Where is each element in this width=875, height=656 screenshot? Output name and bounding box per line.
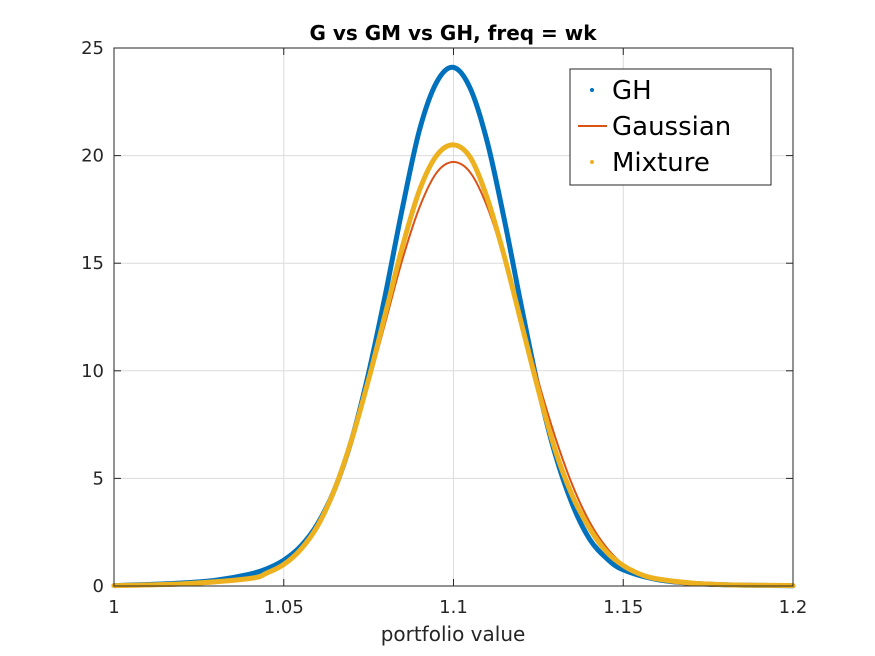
data-point-gaussian [554,436,556,439]
data-point-mixture [181,583,183,585]
data-point-mixture [368,378,370,381]
x-tick-label: 1.2 [779,597,808,618]
data-point-gh [401,206,404,208]
data-point-gh [418,129,421,131]
data-point-gaussian [469,172,472,174]
data-point-gh [622,569,624,571]
y-tick-label: 10 [81,361,104,382]
y-tick-label: 20 [81,146,104,167]
x-tick-label: 1.05 [264,597,304,618]
data-point-mixture [537,389,539,391]
series-line-gh [111,64,796,589]
data-point-mixture [283,563,285,566]
data-point-gaussian [435,172,438,174]
data-point-mixture [639,573,641,575]
y-tick-label: 5 [93,468,104,489]
data-point-mixture [401,245,404,247]
data-point-mixture [588,527,590,529]
data-point-gh [588,538,590,540]
x-tick-label: 1 [108,597,119,618]
data-point-mixture [266,572,268,574]
data-point-mixture [351,439,353,441]
series-line-mixture [111,142,796,589]
legend-label-gh: GH [612,76,652,106]
data-point-gaussian [452,161,455,163]
data-point-mixture [520,322,523,325]
y-tick-label: 25 [81,38,104,59]
data-point-gh [385,292,387,294]
data-point-gh [435,81,438,84]
data-point-mixture [690,582,692,584]
data-point-gaussian [418,206,421,208]
data-point-mixture [435,155,438,157]
data-point-mixture [385,312,387,314]
legend-label-gaussian: Gaussian [612,112,731,142]
data-point-mixture [724,584,726,586]
chart-title: G vs GM vs GH, freq = wk [309,21,597,45]
legend-label-mixture: Mixture [612,148,710,178]
data-point-mixture [503,256,506,258]
legend-marker-gh [590,88,594,92]
x-tick-label: 1.1 [439,597,468,618]
tick-labels: 1 1.05 1.1 1.15 1.2 0 5 10 15 20 25 [81,38,807,618]
legend: GH Gaussian Mixture [569,68,772,186]
x-tick-label: 1.15 [603,597,643,618]
y-tick-label: 0 [93,576,104,597]
data-point-mixture [300,548,302,551]
data-point-mixture [605,550,607,553]
data-point-mixture [317,525,319,527]
legend-marker-mixture [590,160,594,164]
data-point-mixture [571,495,573,497]
data-point-gh [486,142,489,144]
data-point-gaussian [401,258,404,260]
data-point-mixture [249,577,251,580]
series-layer [111,64,796,589]
data-point-gh [452,66,455,68]
data-point-mixture [486,198,489,200]
data-point-gh [520,305,523,307]
data-point-gh [266,568,268,570]
data-point-mixture [418,189,421,191]
data-point-gh [571,503,573,505]
data-point-mixture [554,449,556,452]
legend-items: GH Gaussian Mixture [578,76,731,178]
data-point-gh [283,559,285,561]
data-point-gh [503,219,506,221]
data-point-mixture [469,157,472,159]
data-point-gh [605,557,607,559]
y-tick-label: 15 [81,253,104,274]
data-point-mixture [334,488,336,490]
data-point-gh [249,573,251,575]
data-point-gaussian [571,484,573,486]
data-point-mixture [656,578,658,580]
data-point-gh [469,88,472,90]
data-point-mixture [452,144,455,146]
x-axis-label: portfolio value [381,622,526,646]
data-point-gaussian [588,520,590,523]
ticks [113,47,794,587]
data-point-mixture [622,564,624,567]
